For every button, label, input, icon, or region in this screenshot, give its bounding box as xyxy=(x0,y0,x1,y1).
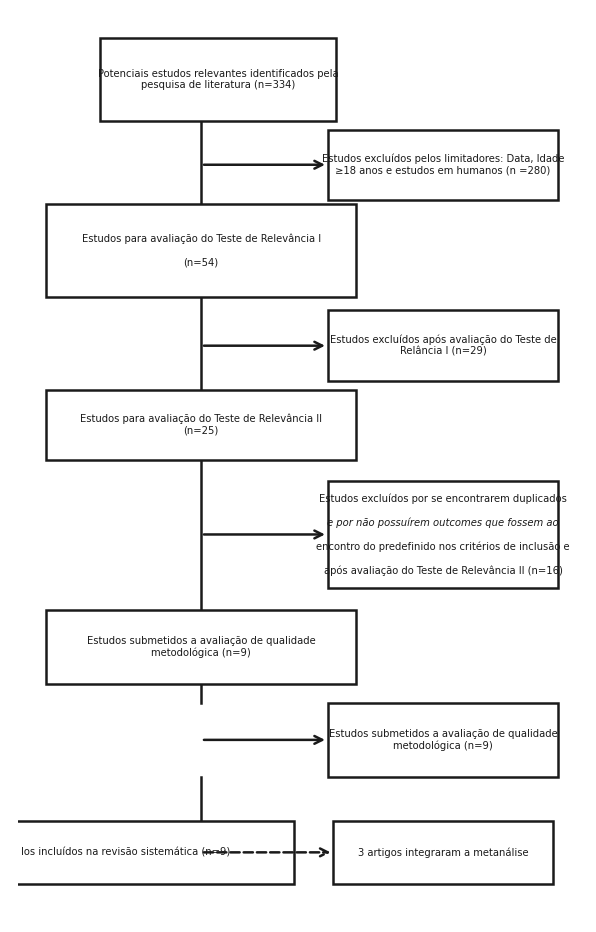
Text: Estudos excluídos pelos limitadores: Data, Idade
≥18 anos e estudos em humanos (: Estudos excluídos pelos limitadores: Dat… xyxy=(322,154,564,176)
FancyBboxPatch shape xyxy=(100,38,336,121)
FancyBboxPatch shape xyxy=(328,130,558,200)
FancyBboxPatch shape xyxy=(333,820,553,884)
FancyBboxPatch shape xyxy=(328,481,558,588)
Text: Estudos para avaliação do Teste de Relevância I

(n=54): Estudos para avaliação do Teste de Relev… xyxy=(82,234,321,267)
FancyBboxPatch shape xyxy=(328,704,558,776)
FancyBboxPatch shape xyxy=(46,610,356,684)
Text: Estudos excluídos após avaliação do Teste de
Relância I (n=29): Estudos excluídos após avaliação do Test… xyxy=(330,335,557,357)
Text: Potenciais estudos relevantes identificados pela
pesquisa de literatura (n=334): Potenciais estudos relevantes identifica… xyxy=(98,69,339,90)
Text: 3 artigos integraram a metanálise: 3 artigos integraram a metanálise xyxy=(358,847,529,857)
Text: e por não possuírem outcomes que fossem ao: e por não possuírem outcomes que fossem … xyxy=(327,517,559,528)
Text: Estudos para avaliação do Teste de Relevância II
(n=25): Estudos para avaliação do Teste de Relev… xyxy=(80,414,322,436)
FancyBboxPatch shape xyxy=(328,310,558,381)
Text: Estudos submetidos a avaliação de qualidade
metodológica (n=9): Estudos submetidos a avaliação de qualid… xyxy=(329,729,557,751)
Text: encontro do predefinido nos critérios de inclusão e: encontro do predefinido nos critérios de… xyxy=(316,541,570,552)
FancyBboxPatch shape xyxy=(46,204,356,297)
Text: Estudos excluídos por se encontrarem duplicados: Estudos excluídos por se encontrarem dup… xyxy=(319,493,567,504)
Text: Estudos submetidos a avaliação de qualidade
metodológica (n=9): Estudos submetidos a avaliação de qualid… xyxy=(87,636,315,658)
Text: los incluídos na revisão sistemática (n=9): los incluídos na revisão sistemática (n=… xyxy=(20,847,230,857)
FancyBboxPatch shape xyxy=(46,390,356,460)
Text: após avaliação do Teste de Relevância II (n=16): após avaliação do Teste de Relevância II… xyxy=(324,565,563,576)
FancyBboxPatch shape xyxy=(0,820,294,884)
